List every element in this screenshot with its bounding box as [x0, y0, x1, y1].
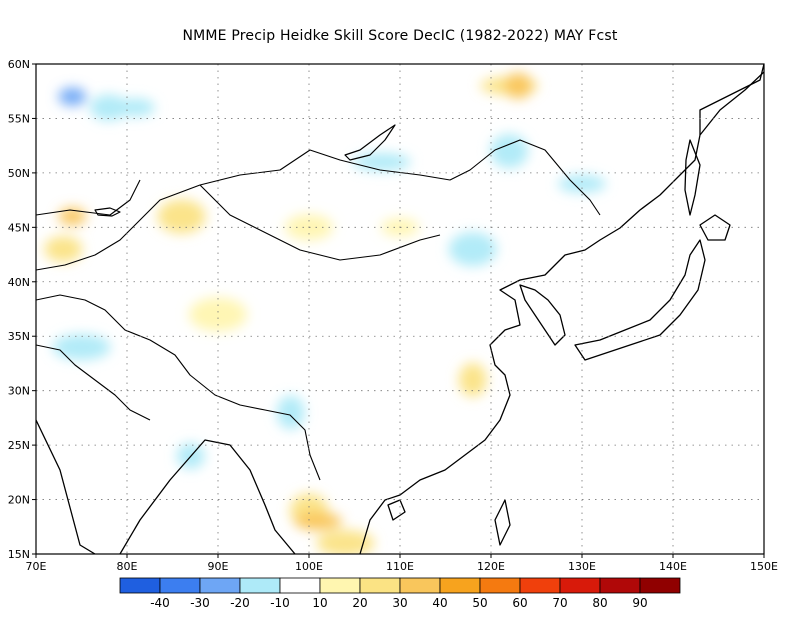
lat-tick-label: 40N — [8, 276, 30, 289]
lat-tick-label: 25N — [8, 439, 30, 452]
colorbar-label: 50 — [472, 596, 487, 610]
lon-tick-label: 70E — [26, 560, 47, 573]
colorbar-label: -40 — [150, 596, 170, 610]
colorbar-swatch — [479, 577, 521, 594]
coastline-mainland — [36, 71, 764, 554]
colorbar-swatch — [239, 577, 281, 594]
coastline-kamchatka — [699, 64, 764, 135]
colorbar-label: -20 — [230, 596, 250, 610]
score-patch — [458, 362, 487, 397]
colorbar-label: 30 — [392, 596, 407, 610]
coastline-sakhalin — [684, 139, 701, 216]
colorbar-swatch — [559, 577, 601, 594]
graticule — [36, 64, 764, 554]
lake-balkhash — [94, 207, 121, 217]
colorbar-label: 40 — [432, 596, 447, 610]
colorbar-label: 60 — [512, 596, 527, 610]
colorbar-label: 80 — [592, 596, 607, 610]
score-patch — [490, 134, 529, 169]
lon-tick-label: 80E — [117, 560, 138, 573]
coastline-hokkaido — [699, 214, 731, 241]
score-patch — [157, 199, 206, 234]
score-patch — [117, 98, 156, 117]
coastline-korea — [519, 284, 566, 346]
colorbar-swatch — [119, 577, 161, 594]
colorbar-swatch — [399, 577, 441, 594]
lat-tick-label: 15N — [8, 548, 30, 561]
lon-tick-label: 140E — [659, 560, 687, 573]
lon-tick-label: 130E — [568, 560, 596, 573]
score-fill-layer — [44, 72, 606, 554]
score-patch — [504, 72, 533, 99]
lat-tick-label: 50N — [8, 167, 30, 180]
lat-tick-label: 35N — [8, 330, 30, 343]
colorbar-label: -30 — [190, 596, 210, 610]
lon-tick-label: 120E — [477, 560, 505, 573]
score-patch — [58, 207, 87, 226]
colorbar-label: 10 — [312, 596, 327, 610]
lat-tick-label: 30N — [8, 385, 30, 398]
score-patch — [558, 174, 606, 193]
colorbar-swatch — [639, 577, 681, 594]
lat-tick-label: 20N — [8, 494, 30, 507]
colorbar-label: 20 — [352, 596, 367, 610]
lon-tick-label: 110E — [386, 560, 414, 573]
colorbar-swatch — [279, 577, 321, 594]
coastline-hainan — [387, 499, 406, 521]
colorbar-swatch — [519, 577, 561, 594]
score-patch — [294, 512, 343, 531]
colorbar-swatch — [199, 577, 241, 594]
lat-tick-label: 45N — [8, 221, 30, 234]
colorbar-label: 90 — [632, 596, 647, 610]
map-title: NMME Precip Heidke Skill Score DecIC (19… — [182, 28, 618, 44]
colorbar-swatch — [319, 577, 361, 594]
score-patch — [448, 232, 497, 267]
colorbar-swatch — [599, 577, 641, 594]
score-patch — [89, 94, 128, 121]
score-patch — [276, 395, 305, 430]
colorbar-label: -10 — [270, 596, 290, 610]
axis-ticks: 15N 20N 25N 30N 35N 40N 45N 50N 55N 60N 70E 80E 90E 1… — [8, 58, 778, 573]
score-patch — [44, 236, 83, 263]
score-patch — [189, 297, 247, 332]
colorbar-swatch — [359, 577, 401, 594]
score-patch — [352, 153, 411, 171]
coastline-taiwan — [494, 499, 511, 546]
coastline-japan — [574, 239, 706, 361]
colorbar-label: 70 — [552, 596, 567, 610]
lon-tick-label: 100E — [295, 560, 323, 573]
score-patch — [52, 334, 111, 361]
lat-tick-label: 55N — [8, 112, 30, 125]
colorbar: -40 -30 -20 -10 10 20 30 40 50 60 70 80 90 — [119, 577, 681, 610]
lon-tick-label: 150E — [750, 560, 778, 573]
lon-tick-label: 90E — [208, 560, 229, 573]
score-patch — [316, 530, 375, 554]
colorbar-swatch — [439, 577, 481, 594]
border-lines — [36, 139, 601, 481]
colorbar-swatch — [159, 577, 201, 594]
coastline-layer — [36, 64, 764, 554]
lat-tick-label: 60N — [8, 58, 30, 71]
score-patch — [58, 87, 87, 106]
lake-baikal — [344, 124, 396, 161]
